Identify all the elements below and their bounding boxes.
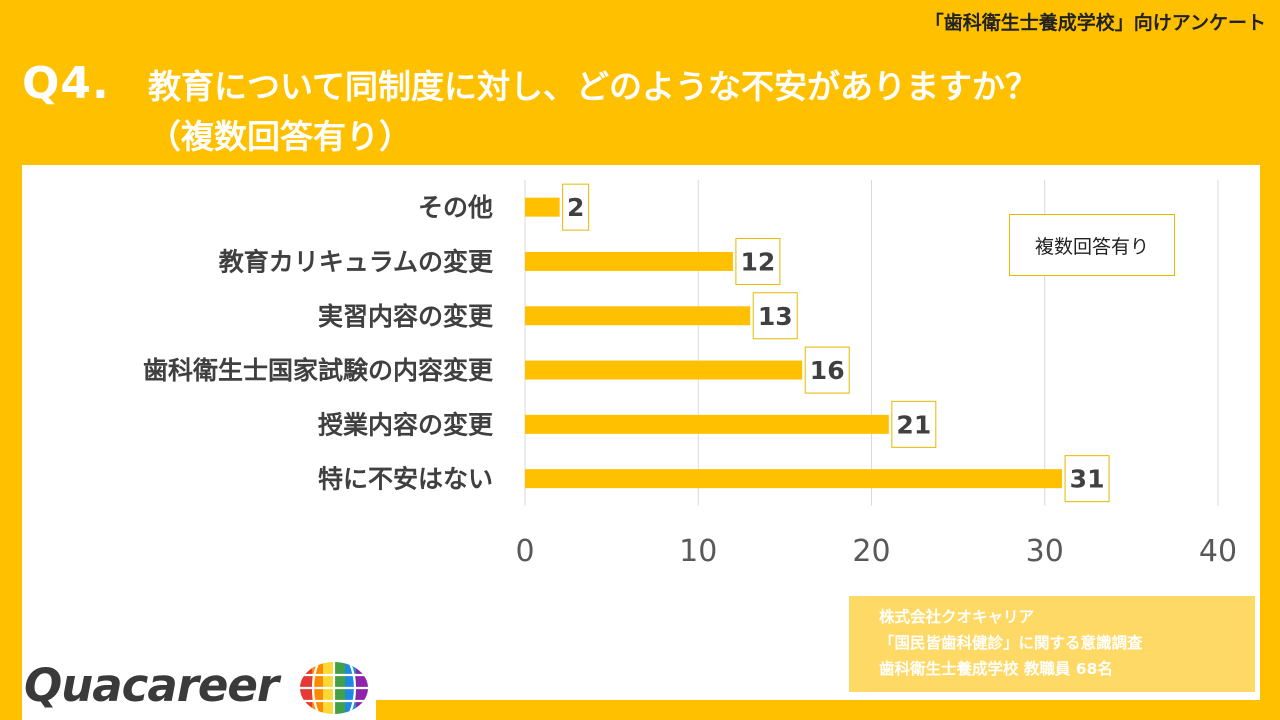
data-label: 12 <box>741 247 776 276</box>
data-label: 16 <box>810 356 845 385</box>
bar <box>525 306 751 326</box>
bar <box>525 360 803 380</box>
x-tick-label: 40 <box>1199 534 1237 569</box>
category-label: 歯科衛生士国家試験の内容変更 <box>143 356 494 385</box>
logo-cover <box>376 700 1280 720</box>
category-label: その他 <box>418 193 493 222</box>
data-label-box <box>891 400 937 448</box>
data-label: 2 <box>567 193 584 222</box>
category-label: 実習内容の変更 <box>318 302 494 331</box>
x-tick-label: 10 <box>679 534 717 569</box>
data-label: 21 <box>896 410 931 439</box>
question-line-1: 教育について同制度に対し、どのような不安がありますか？ <box>148 67 1039 106</box>
data-label-box <box>562 183 590 231</box>
globe-icon <box>300 662 368 714</box>
data-label-box <box>735 237 781 285</box>
x-tick-label: 20 <box>852 534 890 569</box>
category-label: 授業内容の変更 <box>318 410 494 439</box>
data-label-box <box>752 292 798 340</box>
question-text: 教育について同制度に対し、どのような不安がありますか？ （複数回答有り） <box>148 62 1038 162</box>
data-label-box <box>804 346 850 394</box>
logo-text: Quacareer <box>24 659 279 712</box>
data-label: 31 <box>1070 465 1105 494</box>
header-tag: 「歯科衛生士養成学校」向けアンケート <box>924 12 1266 34</box>
source-box: 株式会社クオキャリア 「国民皆歯科健診」に関する意識調査 歯科衛生士養成学校 教… <box>849 596 1255 692</box>
category-label: 特に不安はない <box>318 465 493 494</box>
x-tick-label: 30 <box>1026 534 1064 569</box>
bar <box>525 414 889 434</box>
bar <box>525 251 733 271</box>
data-label-box <box>1064 455 1110 503</box>
data-label: 13 <box>758 302 793 331</box>
bar <box>525 197 560 217</box>
question-line-2: （複数回答有り） <box>148 117 412 156</box>
x-tick-label: 0 <box>515 534 534 569</box>
note-box: 複数回答有り <box>1009 214 1175 276</box>
source-line-2: 「国民皆歯科健診」に関する意識調査 <box>879 634 1143 652</box>
question-number: Q4. <box>22 58 110 109</box>
bar <box>525 469 1063 489</box>
source-line-1: 株式会社クオキャリア <box>879 608 1035 626</box>
category-label: 教育カリキュラムの変更 <box>219 247 494 276</box>
source-line-3: 歯科衛生士養成学校 教職員 68名 <box>879 660 1113 678</box>
